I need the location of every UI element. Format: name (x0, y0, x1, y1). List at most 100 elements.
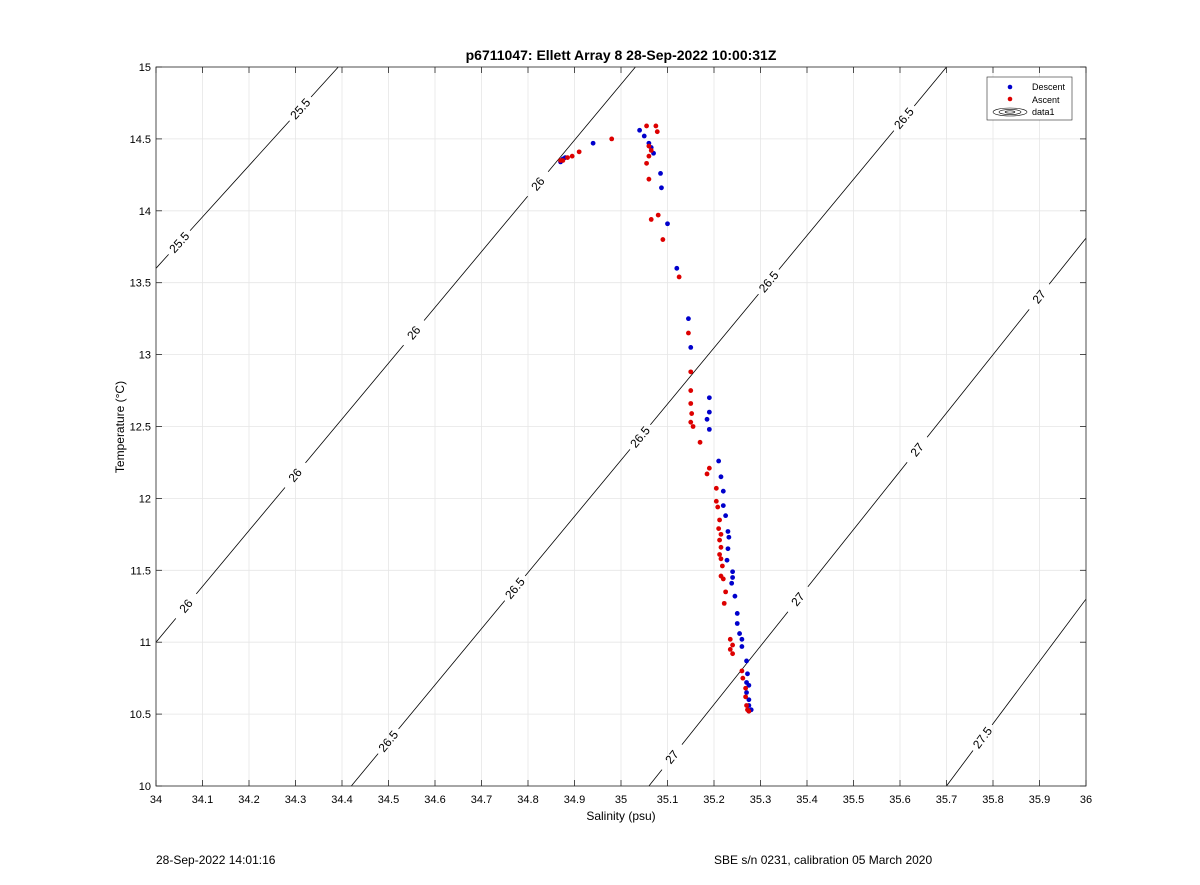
x-axis-label: Salinity (psu) (586, 809, 655, 823)
contour-line-27 (807, 462, 908, 587)
descent-point (739, 636, 745, 642)
y-axis-label: Temperature (°C) (113, 381, 127, 473)
contour-label-27: 27 (788, 589, 807, 608)
ascent-point (689, 411, 695, 416)
descent-point (706, 426, 712, 432)
x-tick-label: 34.4 (331, 794, 352, 806)
descent-point (637, 127, 642, 133)
contour-line-25.5 (189, 120, 290, 231)
ascent-point (609, 136, 615, 142)
contour-label-26: 26 (176, 596, 196, 615)
legend-descent-label: Descent (1032, 82, 1066, 92)
descent-point (746, 697, 752, 703)
contour-label-26.5: 26.5 (756, 268, 782, 295)
contour-label-25.5: 25.5 (166, 229, 192, 256)
descent-point (720, 488, 726, 494)
x-tick-label: 34.5 (378, 794, 399, 806)
descent-point (723, 513, 729, 519)
ascent-point (718, 544, 724, 550)
contour-label-26.5: 26.5 (375, 728, 401, 755)
contour-label-26.5: 26.5 (502, 575, 528, 602)
ascent-point (739, 668, 745, 674)
data-points (558, 123, 754, 714)
contour-line-26.5 (398, 600, 506, 730)
descent-point (720, 503, 726, 508)
x-tick-label: 35.5 (843, 794, 864, 806)
x-tick-label: 34.8 (517, 794, 538, 806)
ascent-point (660, 237, 666, 242)
descent-point (590, 140, 596, 146)
ascent-point (713, 498, 719, 504)
axis-ticks: 34 34.1 34.2 34.3 34.4 34.5 34.6 34.7 34.8 34.9 35… (130, 62, 1093, 806)
descent-point (665, 221, 670, 227)
ascent-point (688, 419, 694, 425)
contour-line-26.5 (350, 753, 379, 787)
y-tick-label: 12.5 (130, 422, 151, 434)
ascent-point (560, 158, 566, 163)
contour-label-26: 26 (286, 465, 306, 484)
x-tick-label: 35.6 (889, 794, 910, 806)
descent-point (641, 133, 647, 139)
contour-label-26.5: 26.5 (891, 105, 917, 132)
ascent-point (746, 708, 752, 714)
ascent-point (717, 537, 722, 543)
descent-point (729, 580, 735, 586)
ascent-point (686, 330, 691, 336)
ascent-point (676, 274, 682, 280)
descent-point (730, 575, 735, 580)
descent-point (688, 345, 694, 350)
contour-line-27 (648, 769, 663, 787)
contour-label-26: 26 (528, 174, 548, 193)
y-tick-label: 14.5 (130, 134, 151, 146)
descent-point (706, 409, 712, 415)
contour-line-26 (423, 196, 528, 321)
contour-label-25.5: 25.5 (287, 95, 313, 122)
ascent-point (716, 526, 722, 531)
ascent-point (744, 703, 749, 708)
legend-ascent-marker (1007, 96, 1013, 102)
y-tick-label: 13 (139, 350, 151, 362)
legend-ascent-label: Ascent (1032, 95, 1060, 105)
ascent-point (646, 143, 652, 149)
x-tick-label: 34.6 (424, 794, 445, 806)
descent-point (725, 529, 731, 534)
ascent-point (727, 646, 733, 652)
descent-point (716, 458, 722, 464)
descent-point (726, 534, 732, 540)
ascent-point (644, 123, 649, 129)
y-tick-label: 10 (139, 781, 151, 793)
ascent-point (646, 176, 652, 182)
descent-point (739, 644, 745, 649)
descent-point (725, 546, 731, 552)
ascent-point (688, 401, 694, 406)
legend-descent-marker (1007, 84, 1013, 90)
ascent-point (697, 439, 703, 445)
ascent-point (706, 465, 712, 471)
x-tick-label: 34.1 (192, 794, 213, 806)
contour-label-27.5: 27.5 (970, 724, 995, 751)
x-tick-label: 35.7 (936, 794, 957, 806)
descent-point (737, 631, 742, 636)
x-tick-label: 34.9 (564, 794, 585, 806)
descent-point (734, 621, 740, 626)
ascent-point (721, 600, 727, 606)
ascent-point (654, 129, 660, 135)
ascent-point (727, 636, 733, 642)
descent-point (674, 265, 680, 271)
y-tick-label: 10.5 (130, 709, 151, 721)
ascent-point (688, 388, 694, 393)
ascent-point (644, 160, 649, 166)
ascent-point (718, 556, 724, 562)
x-tick-label: 36 (1080, 794, 1092, 806)
contour-label-27: 27 (662, 747, 681, 766)
x-tick-label: 35.2 (703, 794, 724, 806)
descent-point (658, 171, 663, 176)
descent-point (706, 395, 712, 401)
legend-data1-label: data1 (1032, 107, 1055, 117)
contour-line-26 (305, 344, 404, 464)
ascent-point (719, 563, 725, 569)
x-tick-label: 35.3 (750, 794, 771, 806)
x-tick-label: 35.1 (657, 794, 678, 806)
contour-line-26.5 (778, 130, 895, 270)
